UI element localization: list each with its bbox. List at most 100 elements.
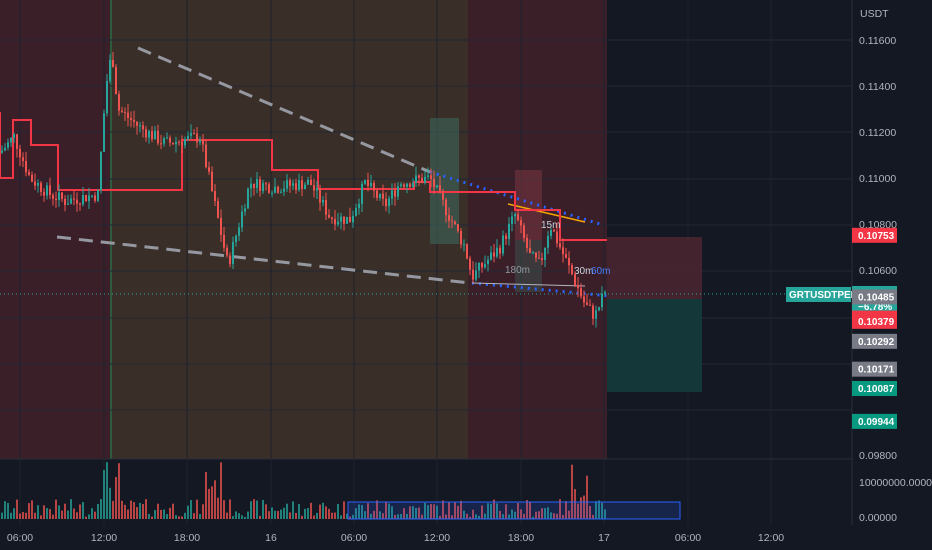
candle-body	[457, 224, 459, 231]
volume-bar	[190, 499, 192, 519]
price-tag-label: 0.10171	[858, 365, 895, 376]
volume-bar	[370, 513, 372, 519]
time-tick-label: 06:00	[7, 532, 33, 544]
candle-body	[100, 151, 102, 191]
candle-body	[379, 193, 381, 198]
volume-bar	[106, 462, 108, 519]
candle-body	[562, 247, 564, 255]
candle-body	[361, 183, 363, 204]
session-zones	[0, 0, 607, 459]
candle-body	[604, 292, 606, 294]
volume-tick-label: 10000000.00000	[859, 477, 932, 489]
volume-bar	[76, 512, 78, 519]
candle-body	[121, 110, 123, 112]
volume-bar	[508, 514, 510, 519]
volume-bar	[328, 508, 330, 519]
time-tick-label: 16	[265, 532, 277, 544]
volume-bar	[4, 501, 6, 519]
candle-body	[307, 179, 309, 185]
candle-body	[514, 213, 516, 217]
short-position-target-zone	[607, 299, 702, 392]
candle-body	[445, 199, 447, 216]
candle-body	[244, 208, 246, 212]
candle-body	[523, 225, 525, 238]
volume-bar	[307, 508, 309, 519]
volume-bar	[322, 502, 324, 519]
volume-bar	[124, 504, 126, 519]
volume-bar	[538, 511, 540, 519]
candle-body	[358, 203, 360, 209]
short-position-stop-zone	[607, 237, 702, 299]
highlight-box	[515, 240, 542, 292]
candle-body	[451, 220, 453, 222]
candle-body	[61, 192, 63, 199]
price-tag	[852, 313, 897, 329]
volume-bar	[544, 508, 546, 519]
volume-bar	[97, 503, 99, 519]
volume-bar	[469, 516, 471, 519]
candle-body	[478, 262, 480, 271]
volume-bar	[457, 505, 459, 519]
volume-bar	[490, 503, 492, 519]
volume-bar	[376, 500, 378, 519]
volume-bar	[400, 514, 402, 519]
candle-body	[535, 252, 537, 258]
volume-bar	[274, 510, 276, 519]
volume-bar	[397, 514, 399, 519]
volume-bar	[196, 499, 198, 519]
candle-body	[241, 211, 243, 228]
candle-body	[286, 180, 288, 189]
session-zone-orange	[110, 0, 468, 459]
candle-body	[304, 184, 306, 190]
volume-bar	[58, 505, 60, 519]
candle-body	[409, 183, 411, 187]
candle-body	[220, 217, 222, 235]
candle-body	[343, 216, 345, 224]
volume-bar	[589, 506, 591, 519]
candle-body	[430, 175, 432, 179]
volume-bar	[565, 501, 567, 519]
volume-bar	[403, 508, 405, 519]
candle-body	[433, 178, 435, 188]
candle-body	[367, 179, 369, 186]
candle-body	[214, 191, 216, 202]
time-axis: 06:00 12:00 18:00 16 06:00 12:00 18:00 17 06:00 1…	[7, 532, 784, 544]
volume-bar	[178, 516, 180, 519]
volume-bar	[202, 504, 204, 519]
timeframe-annotation: 180m	[505, 265, 530, 276]
volume-bar	[361, 505, 363, 519]
volume-bar	[283, 507, 285, 519]
volume-profile-box	[347, 501, 681, 520]
volume-bar	[550, 512, 552, 519]
volume-bar	[337, 503, 339, 519]
candle-body	[520, 220, 522, 226]
candle-body	[136, 121, 138, 126]
timeframe-annotation: 60m	[591, 266, 610, 277]
volume-bar	[421, 514, 423, 519]
volume-bar	[373, 510, 375, 519]
volume-bar	[10, 512, 12, 519]
candle-body	[142, 125, 144, 130]
volume-bar	[592, 514, 594, 519]
volume-bar	[364, 511, 366, 519]
candle-body	[40, 183, 42, 192]
candle-body	[4, 147, 6, 151]
timeframe-annotation: 30m	[574, 266, 593, 277]
candle-body	[163, 138, 165, 144]
volume-bar	[358, 504, 360, 519]
symbol-label-box	[786, 287, 851, 302]
candle-body	[280, 191, 282, 193]
candle-body	[22, 157, 24, 162]
candle-body	[112, 60, 114, 67]
candle-body	[373, 183, 375, 191]
candle-body	[487, 259, 489, 264]
price-tag-label: 0.10292	[858, 337, 895, 348]
volume-bar	[532, 516, 534, 519]
volume-bar	[160, 509, 162, 519]
volume-bar	[493, 499, 495, 519]
price-tick-label: 0.11000	[859, 173, 896, 185]
volume-bar	[520, 509, 522, 519]
volume-bar	[394, 514, 396, 519]
candle-body	[211, 171, 213, 192]
